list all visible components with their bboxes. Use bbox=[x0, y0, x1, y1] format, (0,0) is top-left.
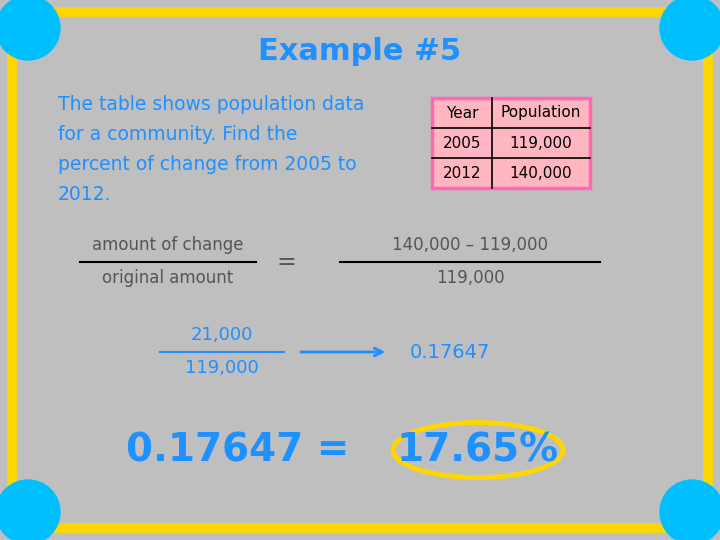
Text: Year: Year bbox=[446, 105, 478, 120]
Text: 119,000: 119,000 bbox=[510, 136, 572, 151]
Text: 0.17647: 0.17647 bbox=[410, 342, 490, 361]
Text: Population: Population bbox=[501, 105, 581, 120]
FancyBboxPatch shape bbox=[12, 12, 708, 528]
Text: The table shows population data: The table shows population data bbox=[58, 96, 364, 114]
Text: 2005: 2005 bbox=[443, 136, 481, 151]
Circle shape bbox=[0, 0, 60, 60]
Text: 21,000: 21,000 bbox=[191, 326, 253, 344]
Text: 119,000: 119,000 bbox=[185, 359, 259, 377]
Circle shape bbox=[660, 480, 720, 540]
Text: for a community. Find the: for a community. Find the bbox=[58, 125, 297, 145]
Text: percent of change from 2005 to: percent of change from 2005 to bbox=[58, 156, 356, 174]
Text: =: = bbox=[276, 250, 296, 274]
Text: amount of change: amount of change bbox=[92, 236, 244, 254]
Text: 140,000: 140,000 bbox=[510, 165, 572, 180]
FancyBboxPatch shape bbox=[432, 98, 590, 188]
Text: Example #5: Example #5 bbox=[258, 37, 462, 66]
Text: 0.17647 =: 0.17647 = bbox=[126, 431, 350, 469]
Text: 2012: 2012 bbox=[443, 165, 481, 180]
Circle shape bbox=[660, 0, 720, 60]
Text: 140,000 – 119,000: 140,000 – 119,000 bbox=[392, 236, 548, 254]
Ellipse shape bbox=[393, 422, 563, 477]
Text: 17.65%: 17.65% bbox=[397, 431, 559, 469]
Text: 2012.: 2012. bbox=[58, 186, 112, 205]
Text: 119,000: 119,000 bbox=[436, 269, 504, 287]
Circle shape bbox=[0, 480, 60, 540]
Text: original amount: original amount bbox=[102, 269, 233, 287]
FancyArrowPatch shape bbox=[301, 348, 382, 356]
